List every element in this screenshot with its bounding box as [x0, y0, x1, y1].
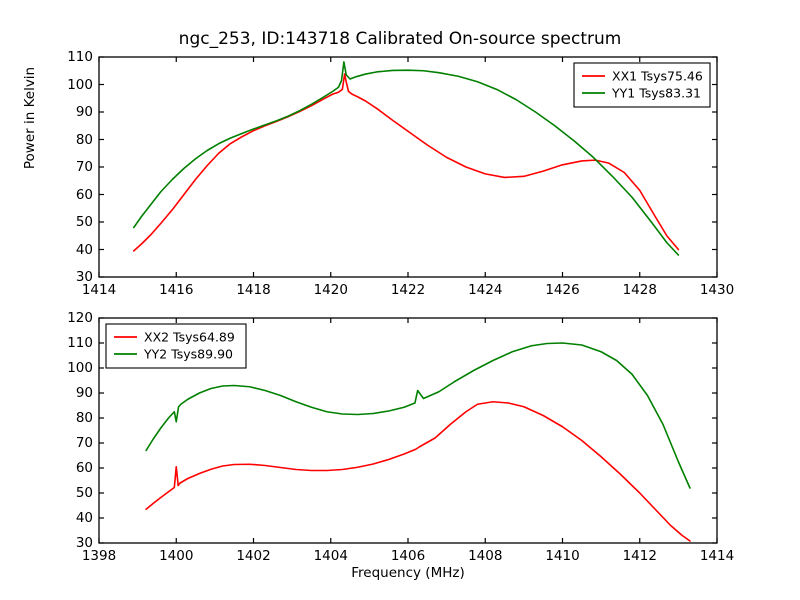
legend-label: YY1 Tsys83.31	[611, 86, 701, 101]
x-tick-label: 1430	[699, 282, 735, 298]
x-tick-label: 1410	[545, 548, 580, 564]
x-tick-label: 1408	[468, 548, 503, 564]
x-tick-label: 1418	[236, 282, 271, 298]
x-tick-label: 1402	[236, 548, 271, 564]
x-tick-label: 1412	[622, 548, 657, 564]
y-tick-label: 30	[75, 535, 93, 551]
figure-title: ngc_253, ID:143718 Calibrated On-source …	[178, 29, 622, 49]
y-tick-label: 50	[75, 214, 93, 230]
x-tick-label: 1422	[390, 282, 426, 298]
y-tick-label: 30	[75, 269, 93, 285]
x-tick-label: 1428	[622, 282, 657, 298]
legend-label: XX1 Tsys75.46	[612, 69, 703, 84]
y-tick-label: 110	[67, 335, 93, 351]
y-tick-label: 80	[75, 131, 93, 148]
x-tick-label: 1414	[699, 548, 735, 564]
y-tick-label: 110	[67, 49, 93, 65]
y-tick-label: 100	[67, 360, 93, 376]
x-tick-label: 1404	[313, 548, 348, 564]
y-tick-label: 90	[75, 385, 93, 401]
data-line-xx2	[145, 400, 691, 542]
axes-bottom: XX2 Tsys64.89 YY2 Tsys89.90	[98, 317, 718, 544]
x-tick-label: 1416	[159, 282, 194, 298]
y-tick-label: 80	[75, 410, 93, 426]
y-tick-label: 60	[75, 186, 93, 203]
y-tick-label: 40	[75, 510, 93, 526]
axes-top: XX1 Tsys75.46 YY1 Tsys83.31	[98, 56, 718, 278]
y-tick-label: 40	[75, 241, 93, 258]
legend-box-top	[573, 62, 711, 108]
legend-box-bottom	[105, 323, 247, 369]
data-line-xx1	[132, 73, 680, 252]
y-tick-label: 70	[75, 435, 93, 451]
y-tick-label: 120	[67, 310, 93, 326]
y-tick-label: 90	[75, 104, 93, 120]
x-tick-label: 1420	[313, 282, 348, 298]
x-tick-label: 1406	[390, 548, 426, 564]
legend-label: XX2 Tsys64.89	[144, 330, 235, 345]
x-tick-label: 1414	[81, 282, 117, 298]
x-tick-label: 1426	[545, 282, 580, 298]
y-tick-label: 100	[67, 76, 93, 93]
y-tick-label: 70	[75, 159, 93, 175]
legend-label: YY2 Tsys89.90	[143, 347, 233, 362]
data-line-yy2	[145, 342, 691, 489]
x-axis-label: Frequency (MHz)	[351, 565, 465, 581]
x-tick-label: 1424	[468, 282, 503, 298]
y-tick-label: 50	[75, 485, 93, 501]
x-tick-label: 1398	[81, 548, 117, 564]
data-line-yy1	[132, 61, 680, 256]
x-tick-label: 1400	[159, 548, 194, 564]
y-tick-label: 60	[75, 460, 93, 476]
